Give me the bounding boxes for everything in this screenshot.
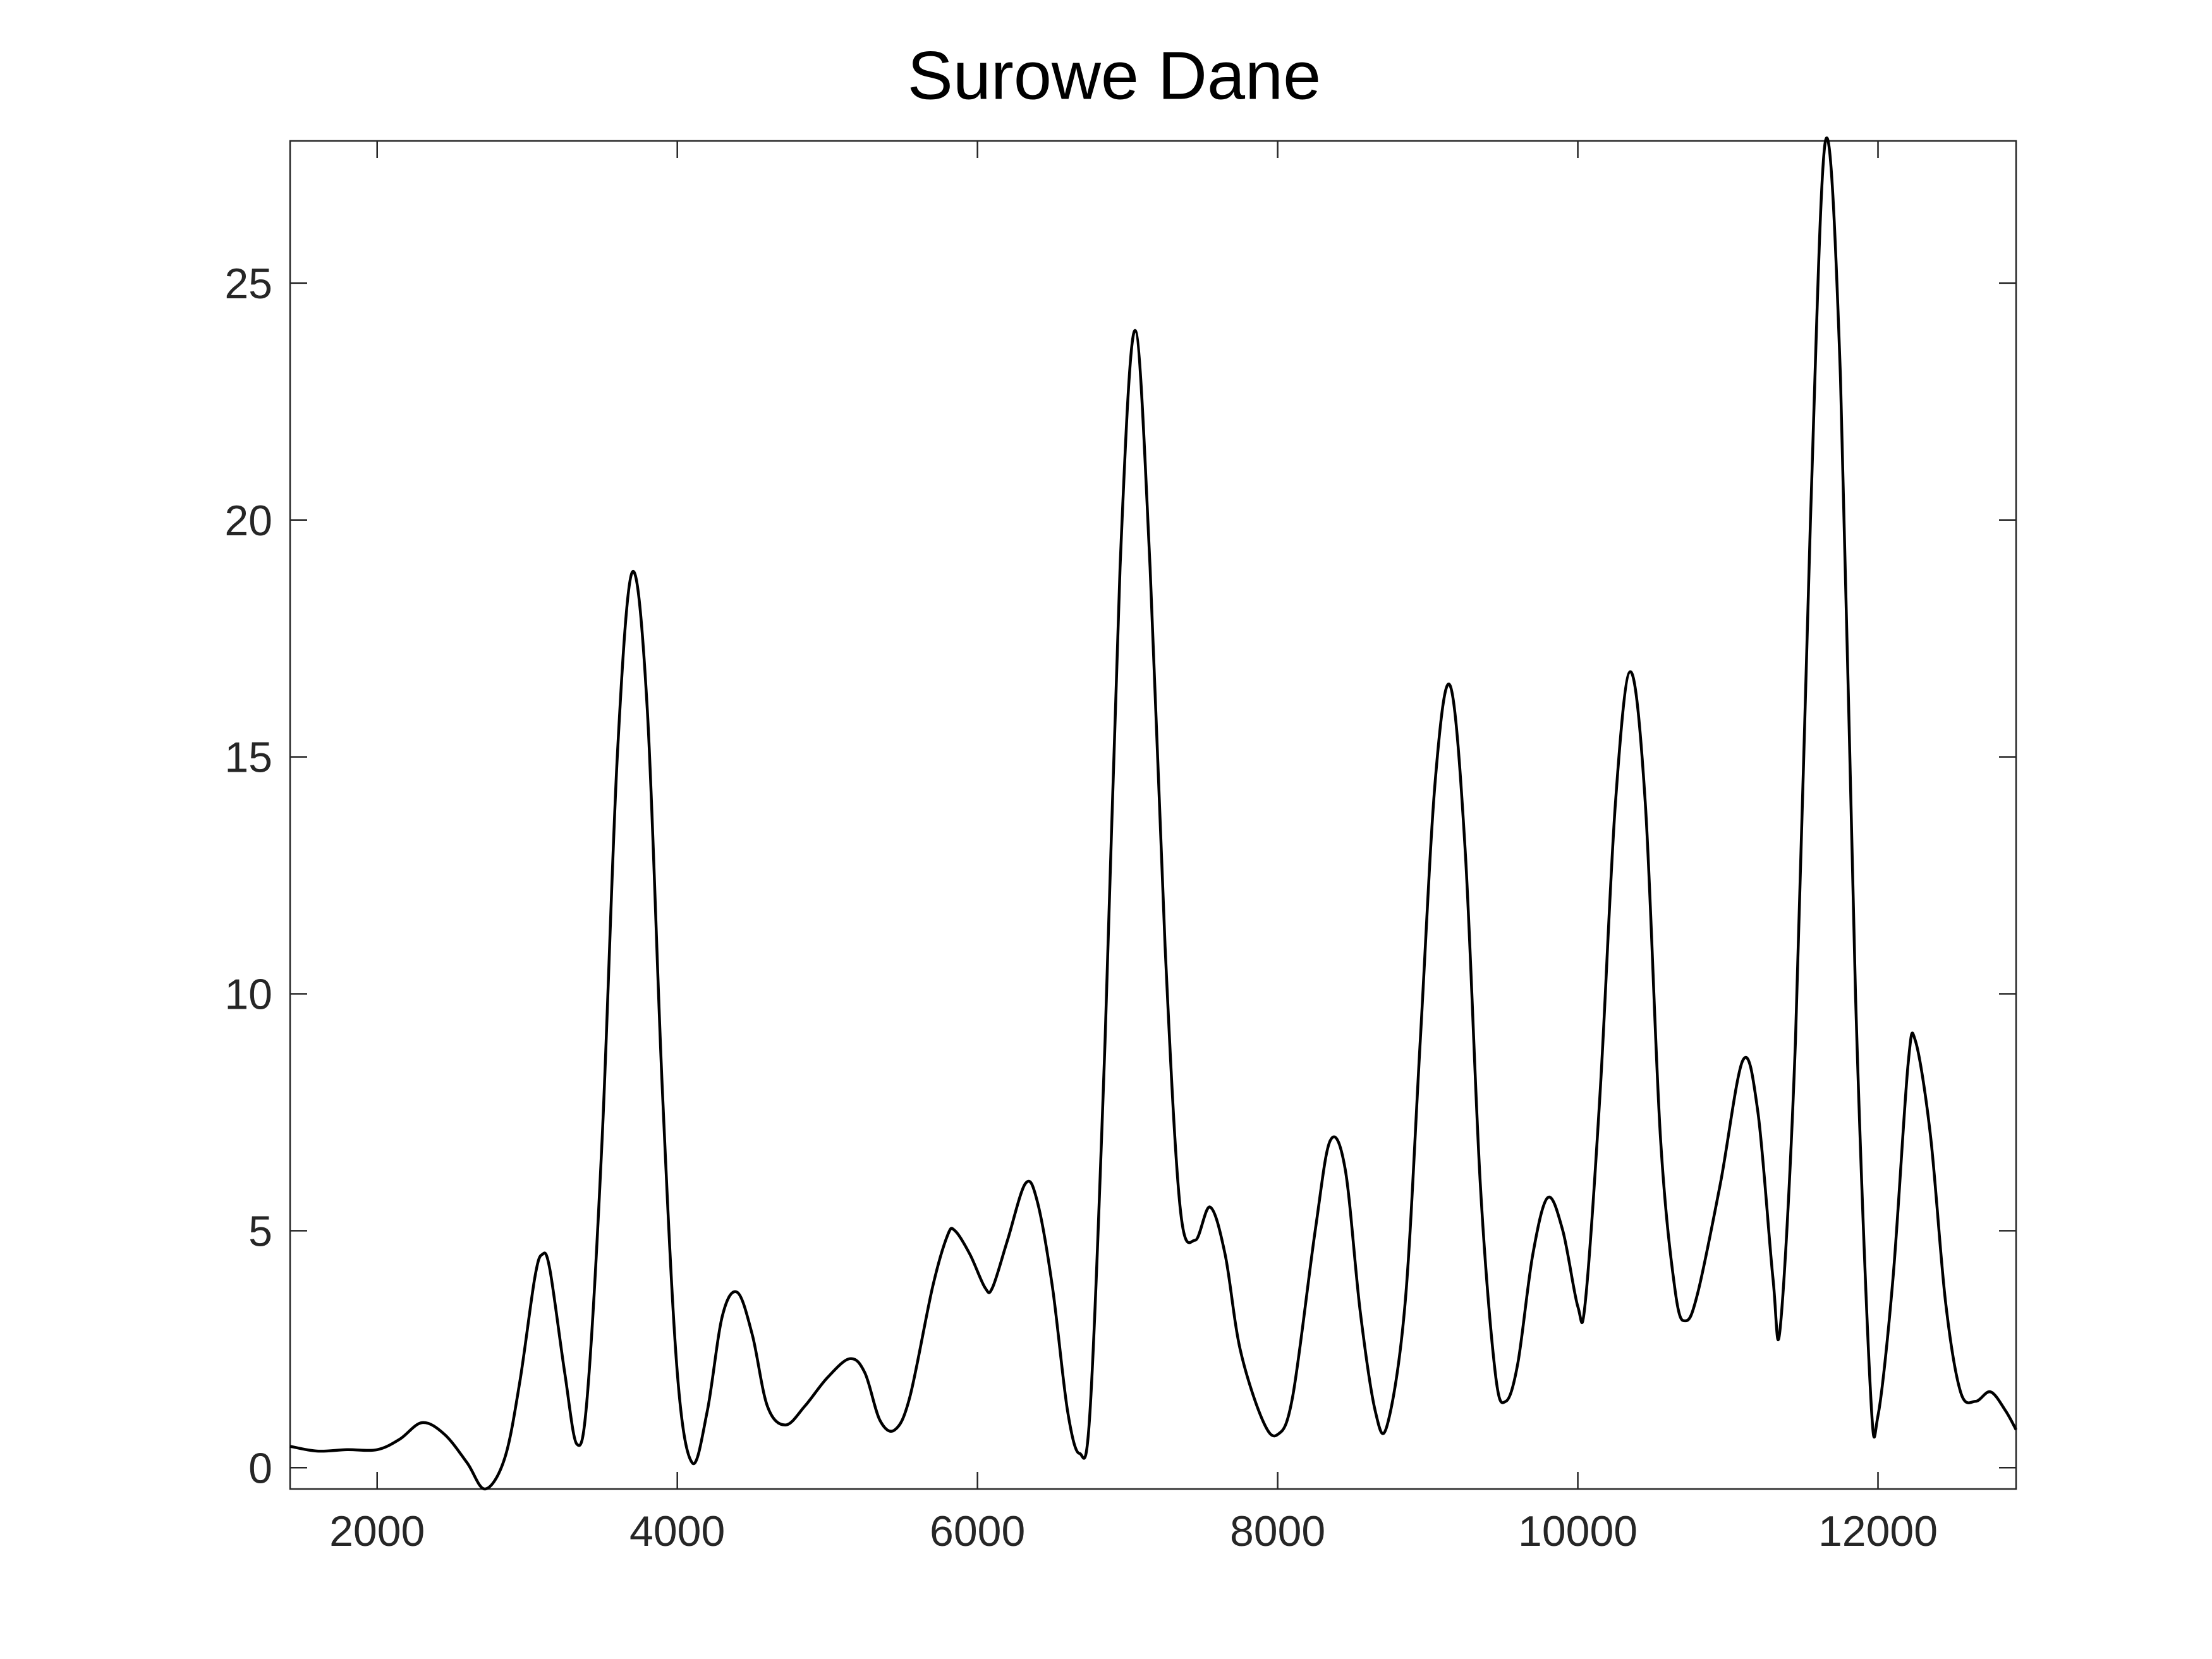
data-line — [289, 136, 2017, 1491]
chart-title: Surowe Dane — [908, 37, 1321, 114]
x-tick-label: 6000 — [930, 1507, 1025, 1555]
y-tick-label: 25 — [224, 260, 272, 308]
y-tick-label: 5 — [248, 1207, 272, 1255]
y-tick-label: 10 — [224, 971, 272, 1019]
x-tick-label: 12000 — [1818, 1507, 1938, 1555]
y-tick-label: 20 — [224, 497, 272, 545]
x-tick-label: 2000 — [329, 1507, 425, 1555]
x-tick-label: 10000 — [1518, 1507, 1638, 1555]
y-tick-label: 0 — [248, 1444, 272, 1492]
y-tick-label: 15 — [224, 734, 272, 782]
x-tick-label: 4000 — [629, 1507, 725, 1555]
x-tick-label: 8000 — [1230, 1507, 1325, 1555]
plot-frame — [289, 140, 2017, 1490]
